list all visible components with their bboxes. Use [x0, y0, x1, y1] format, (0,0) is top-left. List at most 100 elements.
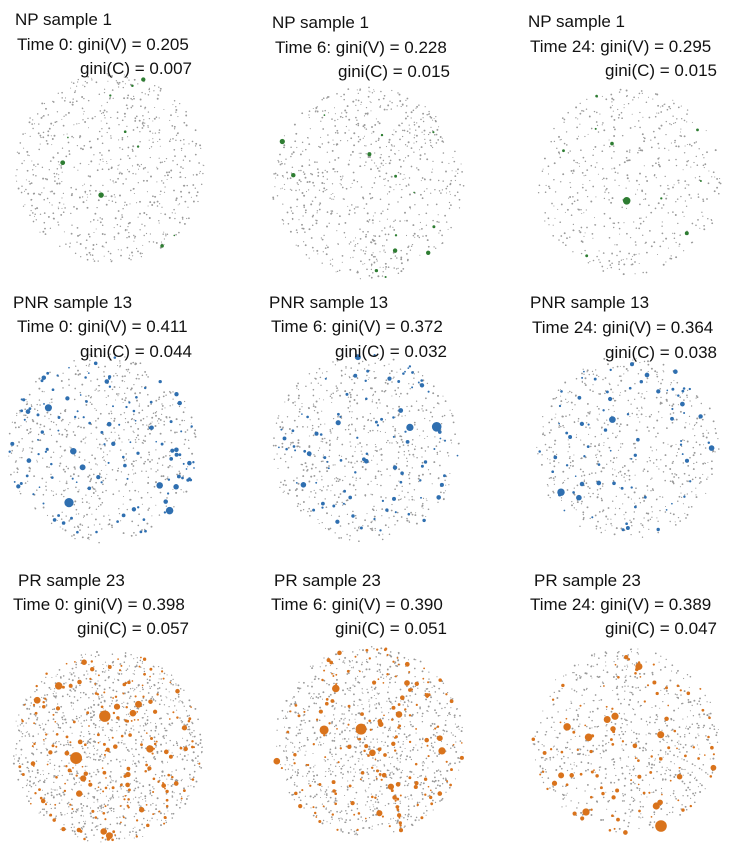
colored-node — [404, 430, 407, 433]
grey-node — [117, 177, 119, 180]
grey-node — [28, 767, 30, 769]
grey-node — [702, 198, 704, 201]
grey-node — [127, 146, 130, 149]
grey-node — [338, 515, 340, 518]
grey-node — [33, 746, 35, 748]
grey-node — [681, 392, 683, 394]
grey-node — [159, 90, 162, 92]
grey-node — [44, 227, 46, 230]
grey-node — [421, 504, 424, 507]
grey-node — [390, 186, 392, 188]
grey-node — [553, 162, 556, 165]
grey-node — [312, 405, 315, 407]
grey-node — [390, 144, 393, 146]
grey-node — [45, 489, 48, 491]
grey-node — [564, 479, 566, 482]
grey-node — [353, 399, 356, 401]
grey-node — [314, 496, 316, 498]
grey-node — [394, 488, 396, 490]
colored-node — [178, 453, 182, 457]
grey-node — [327, 112, 330, 114]
grey-node — [100, 469, 102, 472]
grey-node — [100, 804, 103, 806]
grey-node — [285, 158, 287, 160]
grey-node — [85, 836, 88, 839]
grey-node — [628, 474, 631, 477]
grey-node — [70, 447, 72, 449]
grey-node — [314, 377, 316, 380]
grey-node — [122, 503, 124, 505]
grey-node — [568, 443, 570, 445]
grey-node — [593, 110, 596, 113]
grey-node — [310, 467, 313, 470]
grey-node — [200, 766, 203, 769]
grey-node — [367, 432, 369, 434]
grey-node — [351, 388, 354, 391]
grey-node — [564, 244, 567, 247]
grey-node — [136, 661, 139, 664]
colored-node — [149, 400, 153, 404]
grey-node — [556, 147, 558, 150]
grey-node — [137, 801, 140, 804]
grey-node — [611, 157, 613, 159]
grey-node — [64, 408, 67, 411]
grey-node — [110, 76, 113, 78]
grey-node — [29, 214, 31, 216]
grey-node — [425, 409, 428, 412]
grey-node — [687, 464, 690, 467]
grey-node — [86, 199, 88, 201]
colored-node — [169, 457, 174, 461]
grey-node — [573, 487, 575, 489]
grey-node — [690, 405, 693, 407]
grey-node — [548, 187, 551, 190]
grey-node — [133, 815, 136, 818]
grey-node — [374, 152, 376, 154]
grey-node — [97, 219, 99, 221]
grey-node — [66, 802, 69, 805]
grey-node — [301, 192, 304, 194]
grey-node — [643, 137, 646, 140]
grey-node — [717, 448, 720, 450]
panel-np-time0: NP sample 1 Time 0: gini(V) = 0.205 gini… — [0, 0, 250, 282]
colored-node — [113, 356, 117, 359]
grey-node — [330, 393, 332, 395]
grey-node — [693, 424, 696, 427]
grey-node — [410, 511, 412, 514]
grey-node — [632, 359, 634, 361]
grey-node — [592, 185, 595, 188]
grey-node — [81, 148, 84, 151]
grey-node — [83, 751, 86, 754]
grey-node — [623, 514, 625, 516]
grey-node — [159, 87, 162, 90]
grey-node — [32, 220, 35, 223]
grey-node — [183, 705, 185, 707]
grey-node — [136, 657, 138, 659]
grey-node — [61, 118, 63, 120]
grey-node — [153, 740, 156, 743]
grey-node — [321, 143, 324, 145]
grey-node — [144, 797, 147, 800]
grey-node — [415, 129, 417, 131]
grey-node — [71, 667, 74, 670]
grey-node — [675, 455, 678, 457]
grey-node — [428, 110, 430, 113]
grey-node — [335, 385, 338, 387]
grey-node — [641, 408, 643, 410]
grey-node — [392, 226, 394, 228]
grey-node — [376, 167, 379, 170]
grey-node — [573, 169, 575, 171]
grey-node — [409, 249, 412, 251]
grey-node — [391, 145, 393, 147]
grey-node — [130, 499, 132, 501]
grey-node — [110, 135, 112, 137]
grey-node — [171, 771, 173, 773]
grey-node — [123, 429, 125, 431]
grey-node — [330, 193, 332, 196]
grey-node — [158, 422, 160, 424]
grey-node — [139, 229, 141, 231]
grey-node — [328, 222, 330, 224]
grey-node — [33, 215, 36, 217]
grey-node — [62, 372, 64, 374]
grey-node — [388, 372, 391, 375]
grey-node — [612, 432, 614, 434]
